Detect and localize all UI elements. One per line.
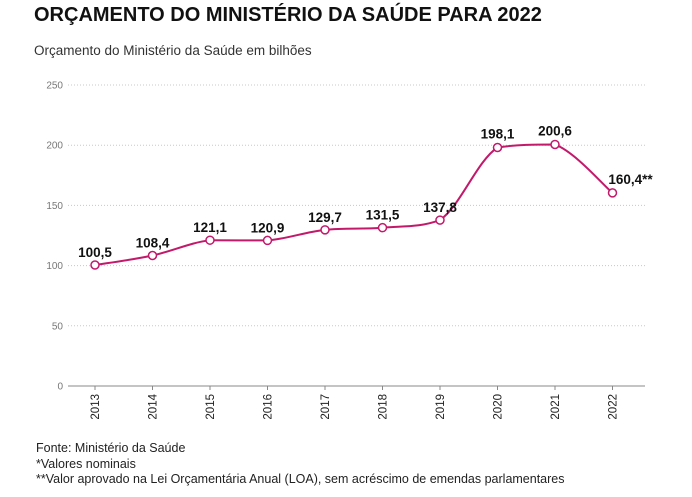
data-point-2022: [607, 188, 618, 198]
x-axis-ticks: 2013 2014 2015 2016 2017 2018 2019 2020 2021 2022: [90, 386, 620, 420]
grid-lines: [68, 84, 645, 327]
x-tick-label-2013: 2013: [90, 394, 102, 420]
y-tick-label-250: 250: [46, 81, 63, 92]
data-label-2020: 198,1: [481, 126, 515, 141]
x-tick-label-2017: 2017: [320, 394, 332, 420]
x-tick-label-2020: 2020: [493, 394, 505, 420]
source-note: Fonte: Ministério da Saúde: [36, 441, 186, 455]
x-tick-label-2019: 2019: [435, 394, 447, 420]
data-labels: 100,5 108,4 121,1 120,9 129,7 131,5 137,8 198,1…: [78, 123, 653, 260]
y-axis-ticks: 0 50 100 150 200 250: [46, 81, 63, 393]
chart-title: ORÇAMENTO DO MINISTÉRIO DA SAÚDE PARA 20…: [34, 4, 542, 26]
data-point-2018: [377, 222, 388, 233]
data-point-2016: [262, 235, 273, 246]
data-label-2021: 200,6: [538, 123, 572, 138]
y-tick-label-0: 0: [57, 382, 63, 393]
data-label-2014: 108,4: [136, 235, 170, 250]
y-tick-label-100: 100: [46, 261, 63, 272]
data-point-2017: [320, 225, 330, 235]
data-label-2018: 131,5: [366, 208, 400, 223]
data-label-2015: 121,1: [193, 220, 227, 235]
data-point-2014: [147, 250, 158, 261]
data-point-2021: [550, 139, 560, 150]
x-tick-label-2018: 2018: [378, 394, 390, 420]
data-label-2016: 120,9: [251, 220, 285, 235]
data-point-2020: [492, 142, 503, 153]
x-tick-label-2021: 2021: [550, 394, 562, 420]
y-tick-label-200: 200: [46, 141, 63, 152]
nominal-values-note: *Valores nominais: [36, 456, 136, 471]
chart-subtitle: Orçamento do Ministério da Saúde em bilh…: [34, 43, 312, 58]
data-point-2019: [435, 215, 445, 225]
data-label-2022: 160,4**: [608, 172, 653, 187]
line-chart: 0 50 100 150 200 250 2013 2014 2015 2016 2017 2018…: [46, 81, 653, 420]
data-label-2019: 137,8: [423, 200, 457, 215]
x-tick-label-2016: 2016: [263, 394, 275, 420]
data-label-2013: 100,5: [78, 245, 112, 260]
data-points: [90, 139, 618, 270]
footnotes: Fonte: Ministério da Saúde *Valores nomi…: [36, 441, 565, 488]
loa-note: **Valor aprovado na Lei Orçamentária Anu…: [36, 472, 565, 486]
series-line: [94, 143, 614, 266]
data-point-2013: [90, 260, 100, 270]
y-tick-label-150: 150: [46, 201, 63, 212]
y-tick-label-50: 50: [52, 321, 64, 332]
data-label-2017: 129,7: [308, 210, 342, 225]
x-tick-label-2022: 2022: [608, 394, 620, 420]
data-point-2015: [205, 235, 215, 245]
x-tick-label-2015: 2015: [205, 394, 217, 420]
x-tick-label-2014: 2014: [148, 393, 160, 419]
